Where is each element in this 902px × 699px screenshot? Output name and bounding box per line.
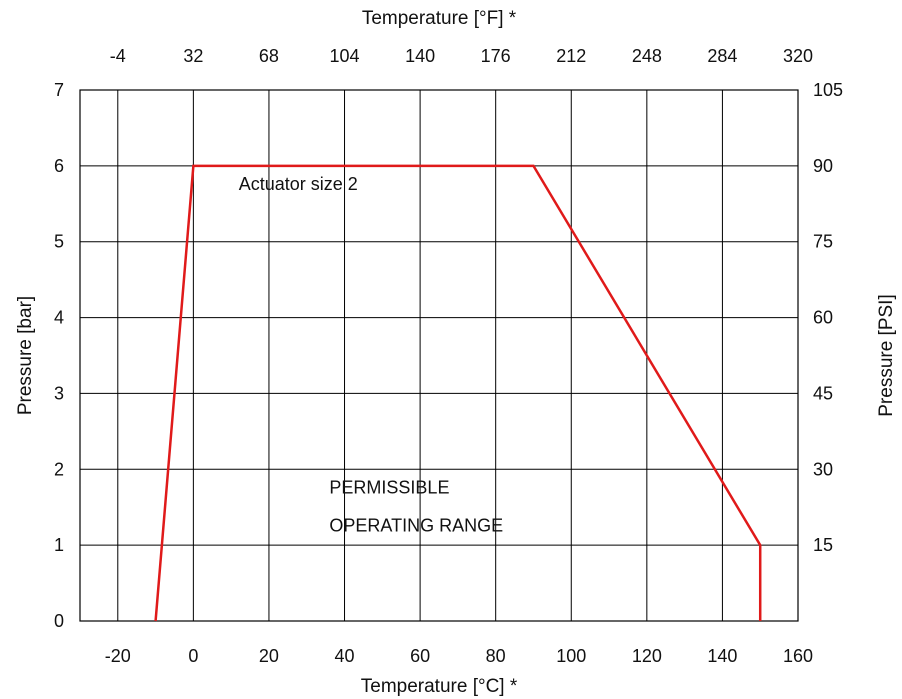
x2-tick-label: -4	[110, 46, 126, 66]
y-tick-label: 5	[54, 232, 64, 252]
x-tick-label: 40	[335, 646, 355, 666]
operating-range-line	[154, 164, 762, 622]
y2-axis-title: Pressure [PSI]	[876, 294, 897, 417]
series-layer	[154, 164, 762, 622]
grid	[80, 90, 798, 621]
x2-tick-label: 140	[405, 46, 435, 66]
x2-tick-label: 32	[183, 46, 203, 66]
x-tick-label: 140	[707, 646, 737, 666]
x-tick-label: 120	[632, 646, 662, 666]
y-tick-label: 2	[54, 459, 64, 479]
y2-tick-label: 90	[813, 156, 833, 176]
chart-annotation: Actuator size 2	[239, 174, 358, 194]
y-tick-label: 4	[54, 308, 64, 328]
x-tick-label: 60	[410, 646, 430, 666]
y-tick-label: 1	[54, 535, 64, 555]
x-tick-label: 0	[188, 646, 198, 666]
y-tick-label: 3	[54, 383, 64, 403]
y2-tick-label: 60	[813, 308, 833, 328]
y2-tick-label: 105	[813, 80, 843, 100]
x2-tick-label: 212	[556, 46, 586, 66]
y-tick-label: 6	[54, 156, 64, 176]
x-tick-label: 80	[486, 646, 506, 666]
x2-tick-label: 284	[707, 46, 737, 66]
y2-tick-label: 15	[813, 535, 833, 555]
y2-tick-label: 45	[813, 383, 833, 403]
chart-annotation: OPERATING RANGE	[329, 515, 503, 535]
annotations: Actuator size 2 PERMISSIBLE OPERATING RANG…	[239, 174, 503, 535]
y-tick-label: 0	[54, 611, 64, 631]
x2-tick-label: 68	[259, 46, 279, 66]
x2-tick-label: 248	[632, 46, 662, 66]
y2-tick-label: 30	[813, 459, 833, 479]
tick-labels: -20-403220684010460140801761002121202481…	[54, 46, 843, 666]
x2-axis-title: Temperature [°F] *	[362, 8, 517, 29]
plot-frame	[79, 89, 799, 622]
y-axis-title: Pressure [bar]	[15, 296, 36, 415]
x2-tick-label: 104	[330, 46, 360, 66]
chart-annotation: PERMISSIBLE	[329, 478, 449, 498]
x-tick-label: 160	[783, 646, 813, 666]
x2-tick-label: 176	[481, 46, 511, 66]
x-tick-label: 100	[556, 646, 586, 666]
x2-tick-label: 320	[783, 46, 813, 66]
x-axis-title: Temperature [°C] *	[361, 676, 518, 697]
y-tick-label: 7	[54, 80, 64, 100]
x-tick-label: -20	[105, 646, 131, 666]
y2-tick-label: 75	[813, 232, 833, 252]
x-tick-label: 20	[259, 646, 279, 666]
